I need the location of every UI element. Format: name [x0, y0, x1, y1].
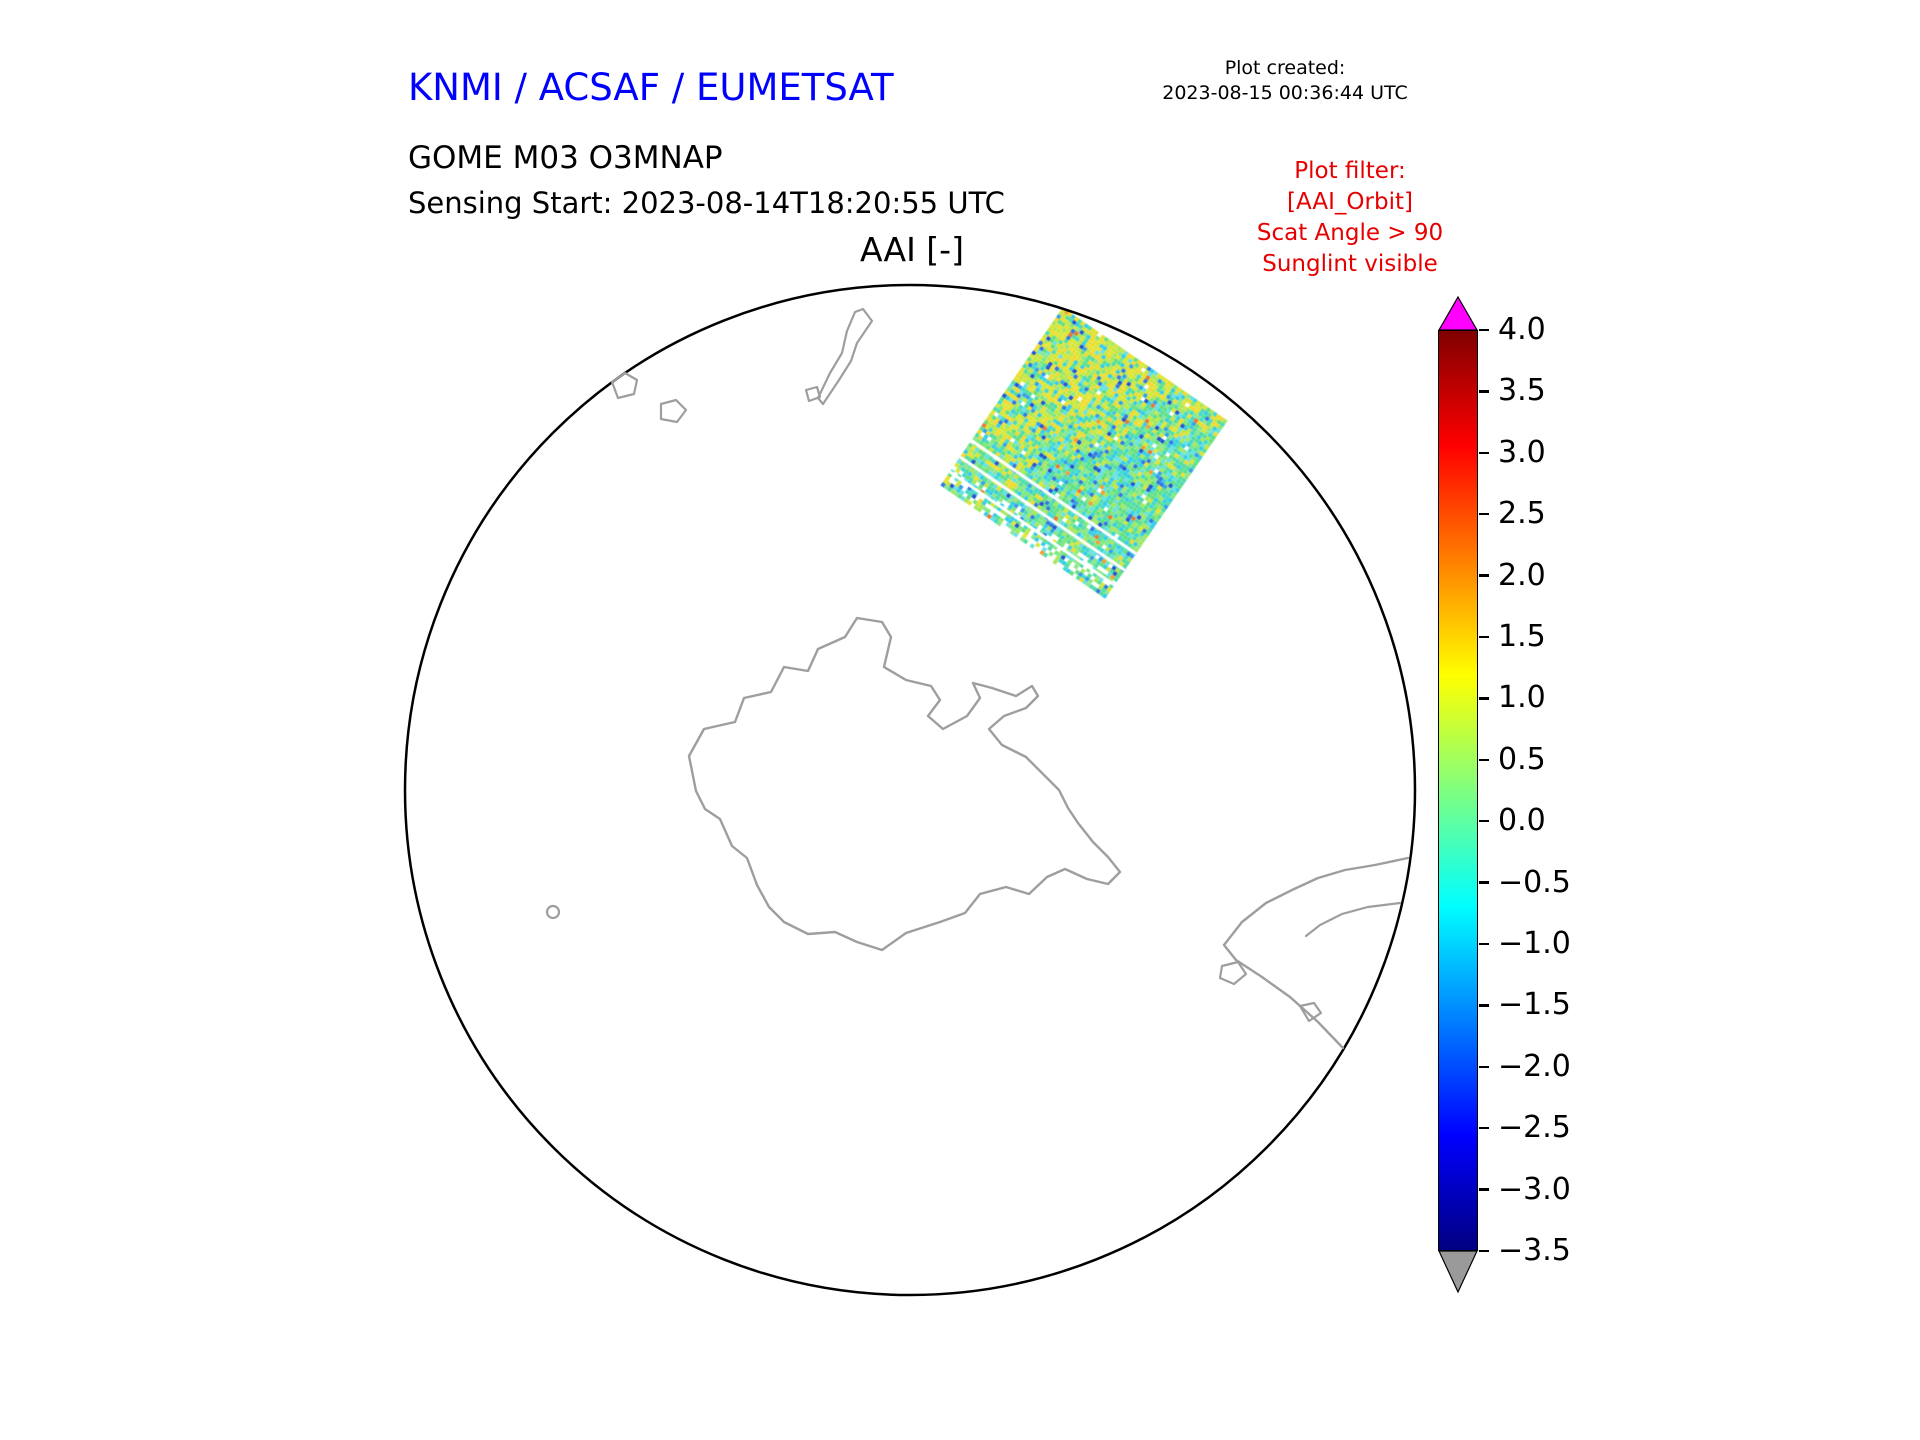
plot-created-block: Plot created: 2023-08-15 00:36:44 UTC — [1120, 56, 1450, 106]
plot-filter-line: Sunglint visible — [1262, 251, 1438, 277]
colorbar-tick-label: 1.0 — [1498, 680, 1546, 716]
product-title: GOME M03 O3MNAP — [408, 140, 723, 176]
colorbar-over-arrow — [1438, 296, 1478, 330]
colorbar-tick-mark — [1479, 697, 1489, 700]
colorbar-tick-label: −3.0 — [1498, 1171, 1571, 1207]
small-island-coastline — [804, 385, 822, 403]
colorbar-tick-label: 3.5 — [1498, 373, 1546, 409]
new-zealand-coastline — [816, 307, 874, 406]
colorbar-gradient-bar — [1438, 330, 1478, 1251]
colorbar-tick-label: −2.0 — [1498, 1048, 1571, 1084]
colorbar-tick-mark — [1479, 1127, 1489, 1130]
tasmania-coastline — [610, 371, 639, 400]
tierra-del-fuego-island — [1218, 960, 1248, 986]
colorbar-tick-mark — [1479, 451, 1489, 454]
lone-island — [545, 904, 561, 920]
colorbar-ticks: 4.0 3.5 3.0 2.5 2.0 1.5 1.0 0.5 0.0 −0.5 −1.0 −1.5 −… — [1438, 296, 1718, 1306]
plot-filter-line: Scat Angle > 90 — [1256, 220, 1444, 246]
antarctica-coastline — [687, 616, 1122, 952]
colorbar-tick-mark — [1479, 574, 1489, 577]
colorbar-tick-mark — [1479, 1188, 1489, 1191]
plot-filter-line: [AAI_Orbit] — [1287, 189, 1413, 215]
colorbar-tick-label: −3.5 — [1498, 1233, 1571, 1268]
colorbar-tick-mark — [1479, 942, 1489, 946]
island-coastline — [659, 398, 688, 424]
colorbar-tick-label: 0.0 — [1498, 803, 1546, 839]
colorbar-tick-mark — [1479, 820, 1489, 823]
colorbar-tick-mark — [1479, 881, 1489, 884]
plot-filter-title: Plot filter: — [1294, 158, 1406, 184]
plot-filter-block: Plot filter: [AAI_Orbit] Scat Angle > 90… — [1195, 156, 1505, 280]
colorbar-tick-label: 2.0 — [1498, 557, 1546, 593]
plot-created-timestamp: 2023-08-15 00:36:44 UTC — [1162, 82, 1408, 104]
south-america-inner-coastline — [1304, 901, 1402, 938]
sensing-start: Sensing Start: 2023-08-14T18:20:55 UTC — [408, 186, 1005, 220]
colorbar-tick-label: 0.5 — [1498, 741, 1546, 777]
colorbar-tick-label: 4.0 — [1498, 312, 1546, 347]
colorbar-tick-mark — [1479, 1065, 1489, 1068]
colorbar-tick-mark — [1479, 390, 1489, 393]
colorbar-tick-mark — [1479, 1249, 1489, 1253]
colorbar-tick-label: 2.5 — [1498, 496, 1546, 532]
colorbar: 4.0 3.5 3.0 2.5 2.0 1.5 1.0 0.5 0.0 −0.5 −1.0 −1.5 −… — [1438, 296, 1718, 1306]
colorbar-tick-mark — [1479, 1004, 1489, 1007]
colorbar-tick-label: −1.5 — [1498, 987, 1571, 1023]
plot-title: AAI [-] — [860, 230, 964, 269]
colorbar-tick-label: −2.5 — [1498, 1110, 1571, 1146]
south-america-coastline — [1222, 856, 1410, 1050]
plot-created-label: Plot created: — [1224, 57, 1346, 79]
colorbar-tick-label: −1.0 — [1498, 926, 1571, 961]
org-title: KNMI / ACSAF / EUMETSAT — [408, 66, 894, 109]
colorbar-tick-mark — [1479, 328, 1489, 332]
colorbar-tick-label: 1.5 — [1498, 619, 1546, 654]
colorbar-tick-mark — [1479, 513, 1489, 516]
island-coastline — [1298, 1001, 1323, 1023]
map-boundary-circle — [403, 283, 1417, 1297]
colorbar-tick-label: −0.5 — [1498, 864, 1571, 900]
colorbar-under-arrow — [1438, 1251, 1478, 1293]
colorbar-tick-mark — [1479, 635, 1489, 639]
colorbar-tick-mark — [1479, 758, 1489, 761]
colorbar-tick-label: 3.0 — [1498, 434, 1546, 470]
